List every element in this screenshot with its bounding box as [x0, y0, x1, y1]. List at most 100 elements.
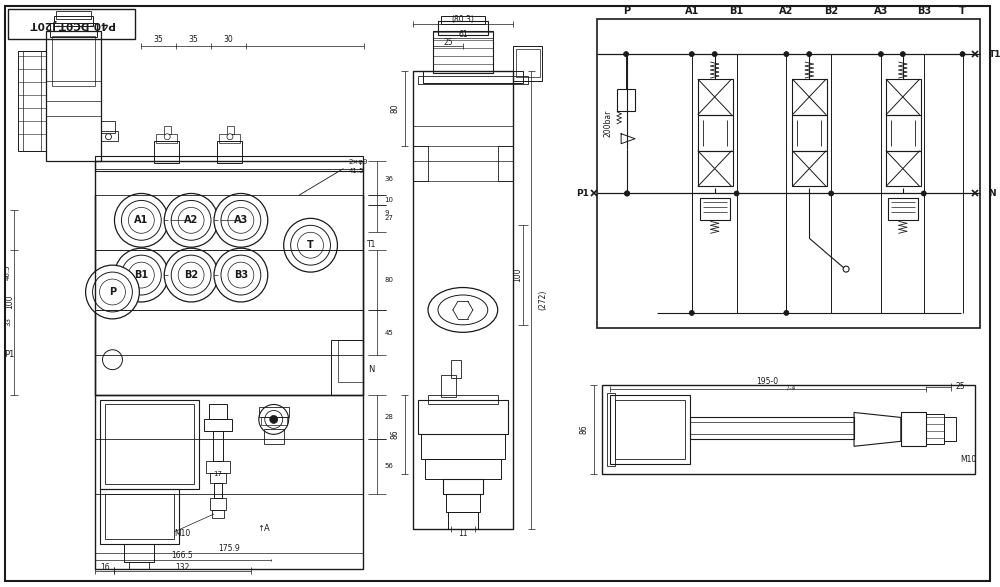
Circle shape [900, 52, 905, 56]
Bar [516, 49, 540, 77]
Bar [8, 9, 135, 39]
Text: T: T [959, 6, 966, 16]
Text: 100: 100 [513, 268, 522, 282]
Circle shape [93, 272, 132, 312]
Bar [129, 562, 149, 569]
Circle shape [221, 255, 261, 295]
Bar [156, 134, 177, 143]
Circle shape [921, 191, 926, 196]
Bar [886, 151, 921, 187]
Bar [154, 141, 179, 163]
Bar [451, 360, 461, 377]
Text: P40-DC0T-J20T: P40-DC0T-J20T [29, 19, 114, 29]
Bar [101, 121, 115, 133]
Bar [498, 146, 513, 181]
Circle shape [270, 416, 278, 423]
Bar [698, 151, 733, 187]
Bar [792, 115, 827, 151]
Text: 200bar: 200bar [604, 110, 613, 137]
Text: M10: M10 [174, 529, 190, 538]
Text: N: N [988, 189, 996, 198]
Circle shape [298, 232, 324, 258]
Bar [690, 417, 854, 439]
Bar [607, 393, 615, 466]
Bar [264, 429, 284, 444]
Bar [105, 494, 174, 539]
Bar [50, 23, 97, 37]
Text: 35: 35 [153, 35, 163, 43]
Text: 33: 33 [5, 318, 11, 326]
Text: 9: 9 [384, 210, 389, 217]
Bar [698, 79, 733, 115]
Bar [413, 71, 513, 529]
Circle shape [164, 134, 170, 140]
Bar [617, 89, 635, 111]
Bar [421, 434, 505, 459]
Text: 86: 86 [391, 430, 400, 439]
Text: 100: 100 [5, 295, 14, 309]
Text: T: T [307, 240, 314, 250]
Text: 11: 11 [458, 529, 468, 538]
Bar [602, 384, 975, 474]
Bar [214, 483, 222, 498]
Bar [901, 413, 926, 446]
Text: 132: 132 [175, 564, 189, 572]
Bar [210, 498, 226, 510]
Bar [441, 16, 485, 24]
Circle shape [86, 265, 139, 319]
Circle shape [284, 218, 337, 272]
Text: 28: 28 [384, 414, 393, 420]
Bar [219, 134, 240, 143]
Text: 2×φ9: 2×φ9 [348, 158, 368, 164]
Bar [597, 19, 980, 328]
Circle shape [171, 255, 211, 295]
Text: 61: 61 [458, 30, 468, 39]
Text: B1: B1 [134, 270, 148, 280]
Bar [46, 31, 101, 161]
Circle shape [291, 225, 330, 265]
Text: 30: 30 [223, 35, 233, 43]
Text: 25: 25 [443, 38, 453, 46]
Text: P1: P1 [576, 189, 589, 198]
Circle shape [259, 404, 289, 434]
Bar [792, 79, 827, 115]
Bar [105, 404, 194, 484]
Text: 25: 25 [956, 382, 965, 391]
Text: P1: P1 [5, 350, 15, 359]
Text: A1: A1 [685, 6, 699, 16]
Bar [164, 126, 171, 134]
Bar [209, 404, 227, 420]
Circle shape [100, 279, 125, 305]
Bar [418, 76, 528, 84]
Bar [441, 375, 456, 397]
Bar [944, 417, 956, 441]
Bar [101, 131, 118, 141]
Text: B3: B3 [234, 270, 248, 280]
Circle shape [265, 410, 283, 429]
Bar [888, 198, 918, 220]
Circle shape [227, 134, 233, 140]
Text: 10: 10 [384, 197, 393, 204]
Circle shape [221, 200, 261, 240]
Text: N: N [368, 365, 375, 374]
Circle shape [214, 194, 268, 247]
Bar [100, 400, 199, 489]
Circle shape [228, 207, 254, 233]
Bar [615, 400, 685, 459]
Text: T1: T1 [988, 50, 1000, 59]
Circle shape [114, 194, 168, 247]
Text: P: P [624, 6, 631, 16]
Bar [792, 151, 827, 187]
Text: A1: A1 [134, 215, 148, 225]
Circle shape [689, 311, 694, 315]
Circle shape [178, 262, 204, 288]
Bar [212, 510, 224, 518]
Bar [926, 414, 944, 444]
Bar [446, 494, 480, 512]
Bar [95, 161, 363, 394]
Circle shape [625, 191, 630, 196]
Text: T1: T1 [367, 239, 377, 249]
Text: 27: 27 [384, 215, 393, 221]
Bar [227, 126, 234, 134]
Text: 166.5: 166.5 [171, 551, 193, 560]
